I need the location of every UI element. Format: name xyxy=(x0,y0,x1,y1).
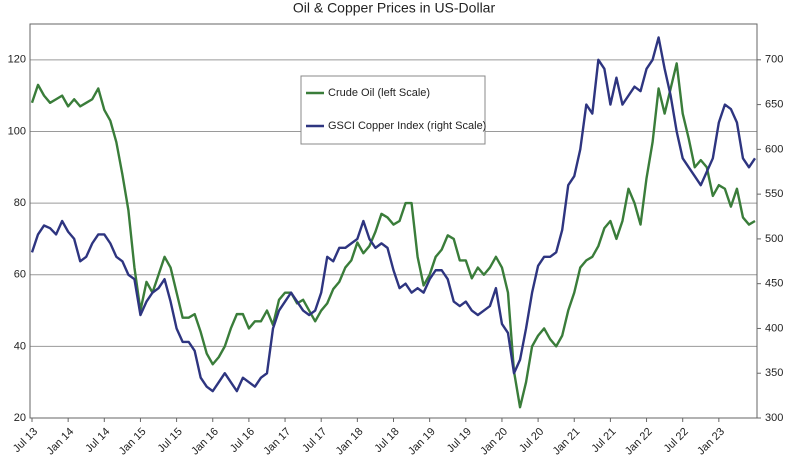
y-tick-label: 20 xyxy=(14,412,26,424)
x-tick-label: Jul 22 xyxy=(662,426,691,455)
y-tick-label: 60 xyxy=(14,269,26,281)
y2-tick-label: 350 xyxy=(765,367,783,379)
y2-tick-label: 400 xyxy=(765,322,783,334)
x-tick-label: Jan 22 xyxy=(623,426,655,456)
x-tick-label: Jul 14 xyxy=(83,426,112,455)
x-tick-label: Jan 23 xyxy=(695,426,727,456)
y2-tick-label: 700 xyxy=(765,54,783,66)
chart-title: Oil & Copper Prices in US-Dollar xyxy=(293,0,496,16)
x-tick-label: Jul 16 xyxy=(228,426,257,455)
y-tick-label: 120 xyxy=(8,54,26,66)
x-tick-label: Jul 17 xyxy=(300,426,329,455)
y2-tick-label: 300 xyxy=(765,412,783,424)
legend: Crude Oil (left Scale) GSCI Copper Index … xyxy=(300,75,486,145)
x-tick-label: Jul 13 xyxy=(11,426,40,455)
data-line xyxy=(30,36,756,393)
x-tick-label: Jul 18 xyxy=(372,426,401,455)
x-tick-label: Jan 20 xyxy=(478,426,510,456)
x-tick-label: Jan 15 xyxy=(117,426,149,456)
x-tick-label: Jan 14 xyxy=(44,426,76,456)
x-tick-label: Jan 19 xyxy=(406,426,438,456)
x-tick-label: Jan 21 xyxy=(551,426,583,456)
y-tick-label: 40 xyxy=(14,340,26,352)
x-tick-label: Jul 20 xyxy=(517,426,546,455)
y-tick-label: 100 xyxy=(8,125,26,137)
y2-tick-label: 550 xyxy=(765,188,783,200)
y2-tick-label: 600 xyxy=(765,143,783,155)
x-tick-label: Jul 15 xyxy=(156,426,185,455)
legend-box xyxy=(300,75,486,145)
x-tick-label: Jan 18 xyxy=(334,426,366,456)
legend-label: Crude Oil (left Scale) xyxy=(328,87,430,99)
x-tick-label: Jul 21 xyxy=(589,426,618,455)
y-tick-label: 80 xyxy=(14,197,26,209)
y2-tick-label: 650 xyxy=(765,98,783,110)
y2-tick-label: 500 xyxy=(765,233,783,245)
legend-label: GSCI Copper Index (right Scale) xyxy=(328,120,486,132)
y2-tick-label: 450 xyxy=(765,278,783,290)
x-tick-label: Jul 19 xyxy=(445,426,474,455)
x-tick-label: Jan 16 xyxy=(189,426,221,456)
x-tick-label: Jan 17 xyxy=(261,426,293,456)
